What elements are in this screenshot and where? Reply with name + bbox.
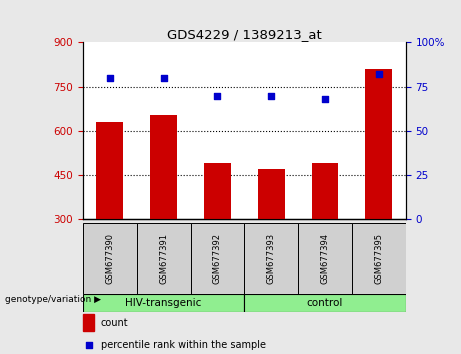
Text: GSM677391: GSM677391: [159, 233, 168, 284]
Bar: [244, 223, 298, 294]
Point: [106, 75, 113, 81]
Bar: [365, 69, 392, 219]
Text: HIV-transgenic: HIV-transgenic: [125, 298, 202, 308]
Bar: [352, 223, 406, 294]
Bar: [83, 314, 94, 331]
Bar: [96, 122, 123, 219]
Point: [267, 93, 275, 98]
Bar: [83, 294, 244, 312]
Bar: [137, 223, 190, 294]
Text: GSM677390: GSM677390: [106, 233, 114, 284]
Point: [214, 93, 221, 98]
Bar: [190, 223, 244, 294]
Text: control: control: [307, 298, 343, 308]
Point: [160, 75, 167, 81]
Point: [375, 72, 383, 77]
Text: GSM677393: GSM677393: [267, 233, 276, 284]
Bar: [244, 294, 406, 312]
Point: [321, 96, 329, 102]
Bar: [312, 164, 338, 219]
Bar: [150, 115, 177, 219]
Bar: [204, 164, 231, 219]
Text: GSM677394: GSM677394: [320, 233, 330, 284]
Text: count: count: [100, 318, 128, 327]
Text: GSM677395: GSM677395: [374, 233, 383, 284]
Bar: [298, 223, 352, 294]
Title: GDS4229 / 1389213_at: GDS4229 / 1389213_at: [167, 28, 322, 41]
Point: [294, 245, 301, 251]
Text: genotype/variation ▶: genotype/variation ▶: [5, 295, 100, 304]
Text: percentile rank within the sample: percentile rank within the sample: [100, 339, 266, 350]
Text: GSM677392: GSM677392: [213, 233, 222, 284]
Bar: [83, 223, 137, 294]
Bar: [258, 169, 284, 219]
